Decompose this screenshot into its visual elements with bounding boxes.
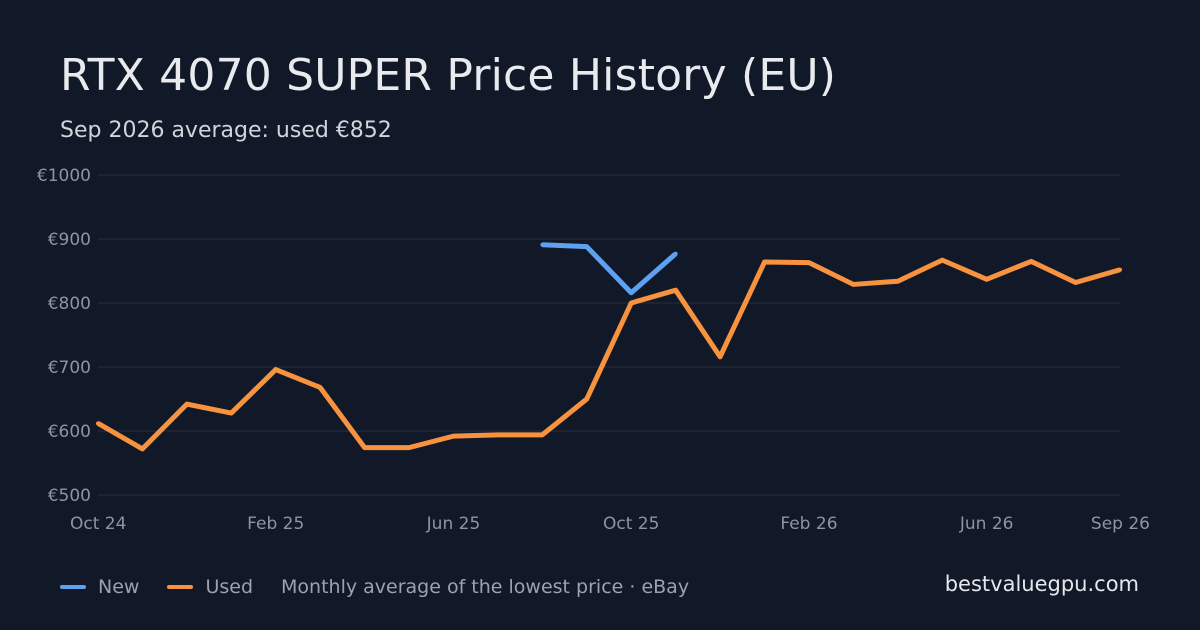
x-tick-label: Oct 24 bbox=[70, 514, 126, 534]
data-point-used bbox=[762, 260, 767, 265]
data-point-used bbox=[1073, 280, 1078, 285]
y-tick-label: €500 bbox=[48, 486, 91, 506]
y-axis-ticks: €500 €600 €700 €800 €900 €1000 bbox=[37, 166, 91, 506]
data-point-used bbox=[273, 367, 278, 372]
data-point-used bbox=[940, 258, 945, 263]
y-tick-label: €700 bbox=[48, 358, 91, 378]
brand-link[interactable]: bestvaluegpu.com bbox=[944, 572, 1139, 596]
data-point-used bbox=[318, 385, 323, 390]
series-line-new bbox=[542, 242, 678, 296]
x-tick-label: Jun 25 bbox=[426, 514, 481, 534]
y-tick-label: €800 bbox=[48, 294, 91, 314]
data-point-used bbox=[629, 301, 634, 305]
x-axis-ticks: Oct 24 Feb 25 Jun 25 Oct 25 Feb 26 Jun 26 Sep … bbox=[70, 514, 1150, 534]
data-point-used bbox=[718, 354, 723, 359]
data-point-new bbox=[540, 242, 545, 247]
data-point-used bbox=[451, 434, 456, 439]
data-point-used bbox=[673, 288, 678, 293]
x-tick-label: Jun 26 bbox=[959, 514, 1014, 534]
data-point-used bbox=[96, 421, 100, 426]
legend-label-used: Used bbox=[205, 576, 254, 598]
series-line-used bbox=[96, 257, 1121, 452]
chart-subtitle: Sep 2026 average: used €852 bbox=[60, 118, 392, 143]
data-point-used bbox=[1118, 267, 1122, 272]
data-point-used bbox=[584, 397, 589, 401]
data-point-used bbox=[184, 402, 189, 407]
data-point-new bbox=[673, 251, 678, 256]
y-tick-label: €900 bbox=[48, 230, 91, 250]
data-point-used bbox=[806, 260, 811, 265]
x-tick-label: Feb 25 bbox=[247, 514, 304, 534]
y-tick-label: €600 bbox=[48, 422, 91, 442]
x-tick-label: Sep 26 bbox=[1091, 514, 1150, 534]
series-new bbox=[540, 242, 678, 296]
data-point-used bbox=[407, 445, 412, 450]
grid-lines bbox=[98, 174, 1120, 496]
series-used bbox=[96, 257, 1122, 452]
data-point-new bbox=[629, 290, 634, 295]
x-tick-label: Feb 26 bbox=[780, 514, 837, 534]
data-point-used bbox=[495, 432, 500, 437]
legend-item-used: Used bbox=[167, 576, 253, 598]
legend-swatch-used bbox=[167, 585, 194, 589]
data-point-used bbox=[851, 282, 856, 287]
legend-note: Monthly average of the lowest price · eB… bbox=[281, 576, 690, 598]
legend-label-new: New bbox=[98, 576, 140, 598]
data-point-new bbox=[584, 244, 589, 249]
data-point-used bbox=[1029, 259, 1034, 264]
data-point-used bbox=[229, 411, 234, 416]
data-point-used bbox=[540, 432, 545, 437]
data-point-used bbox=[895, 279, 900, 284]
legend-swatch-new bbox=[60, 585, 86, 589]
data-point-used bbox=[362, 445, 367, 450]
series-lines bbox=[96, 242, 1122, 452]
data-point-used bbox=[140, 446, 145, 451]
chart-title: RTX 4070 SUPER Price History (EU) bbox=[60, 50, 837, 101]
legend: New Used Monthly average of the lowest p… bbox=[60, 574, 689, 600]
x-tick-label: Oct 25 bbox=[603, 514, 659, 534]
y-tick-label: €1000 bbox=[37, 166, 91, 186]
data-point-used bbox=[984, 277, 989, 282]
legend-item-new: New bbox=[60, 576, 139, 598]
